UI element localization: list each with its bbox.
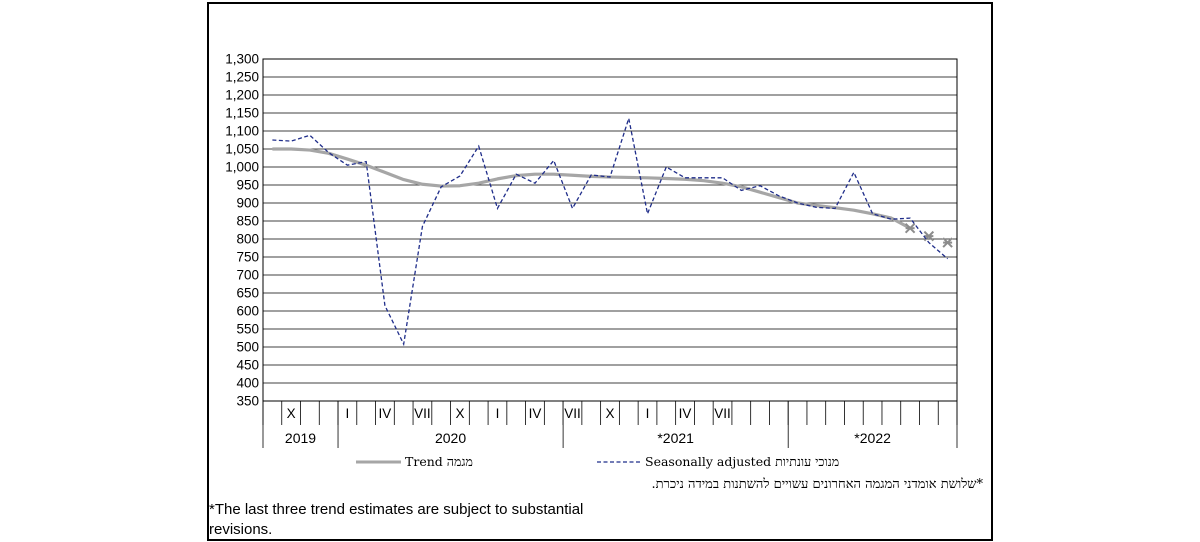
- y-tick-label: 350: [236, 394, 259, 409]
- y-tick-label: 550: [236, 322, 259, 337]
- y-tick-label: 500: [236, 340, 259, 355]
- y-tick-label: 1,000: [225, 160, 259, 175]
- y-tick-label: 450: [236, 358, 259, 373]
- month-label: IV: [679, 406, 692, 421]
- trend-estimate-marker: [904, 222, 916, 234]
- y-tick-label: 1,100: [225, 124, 259, 139]
- legend-sa-label: Seasonally adjusted מנוכי עונתיות: [645, 454, 839, 469]
- y-tick-label: 1,050: [225, 142, 259, 157]
- month-label: VII: [714, 406, 731, 421]
- plot-area-border: [262, 58, 958, 402]
- y-tick-label: 750: [236, 250, 259, 265]
- y-tick-label: 850: [236, 214, 259, 229]
- chart-frame: 350 400 450 500 550 600 650 700 750 800 850 900 950 1…: [207, 2, 993, 541]
- legend: Trend מגמה Seasonally adjusted מנוכי עונ…: [356, 454, 839, 469]
- year-label: *2022: [854, 430, 891, 446]
- month-label: IV: [529, 406, 542, 421]
- y-tick-label: 1,150: [225, 106, 259, 121]
- y-tick-label: 900: [236, 196, 259, 211]
- series-lines: [272, 118, 953, 347]
- y-tick-label: 1,300: [225, 52, 259, 67]
- gridlines: [262, 58, 958, 402]
- month-label: I: [646, 406, 650, 421]
- series-seasonally-adjusted-line: [272, 118, 949, 347]
- year-label: 2019: [285, 430, 316, 446]
- year-label: 2020: [435, 430, 466, 446]
- y-tick-label: 950: [236, 178, 259, 193]
- hebrew-footnote: *שלושת אומדני המגמה האחרונים עשויים להשת…: [651, 477, 983, 492]
- english-footnote: *The last three trend estimates are subj…: [209, 501, 584, 538]
- series-trend-line: [272, 147, 911, 230]
- month-label: I: [496, 406, 500, 421]
- month-label: VII: [564, 406, 581, 421]
- y-tick-label: 1,250: [225, 70, 259, 85]
- y-tick-label: 600: [236, 304, 259, 319]
- year-label: *2021: [657, 430, 694, 446]
- month-label: X: [455, 406, 464, 421]
- y-tick-label: 650: [236, 286, 259, 301]
- y-tick-label: 800: [236, 232, 259, 247]
- y-tick-label: 700: [236, 268, 259, 283]
- month-label: VII: [414, 406, 431, 421]
- trend-estimate-marker: [942, 237, 953, 248]
- month-label: I: [346, 406, 350, 421]
- y-axis-ticks: 350 400 450 500 550 600 650 700 750 800 850 900 950 1…: [225, 52, 259, 409]
- y-tick-label: 1,200: [225, 88, 259, 103]
- x-axis: X I IV VII X I IV VII X I IV VII 2019 2020 *2021 *2022: [262, 401, 958, 448]
- month-label: X: [605, 406, 614, 421]
- y-tick-label: 400: [236, 376, 259, 391]
- month-label: IV: [379, 406, 392, 421]
- legend-trend-label: Trend מגמה: [405, 454, 473, 469]
- line-chart: 350 400 450 500 550 600 650 700 750 800 850 900 950 1…: [225, 52, 958, 469]
- month-label: X: [287, 406, 296, 421]
